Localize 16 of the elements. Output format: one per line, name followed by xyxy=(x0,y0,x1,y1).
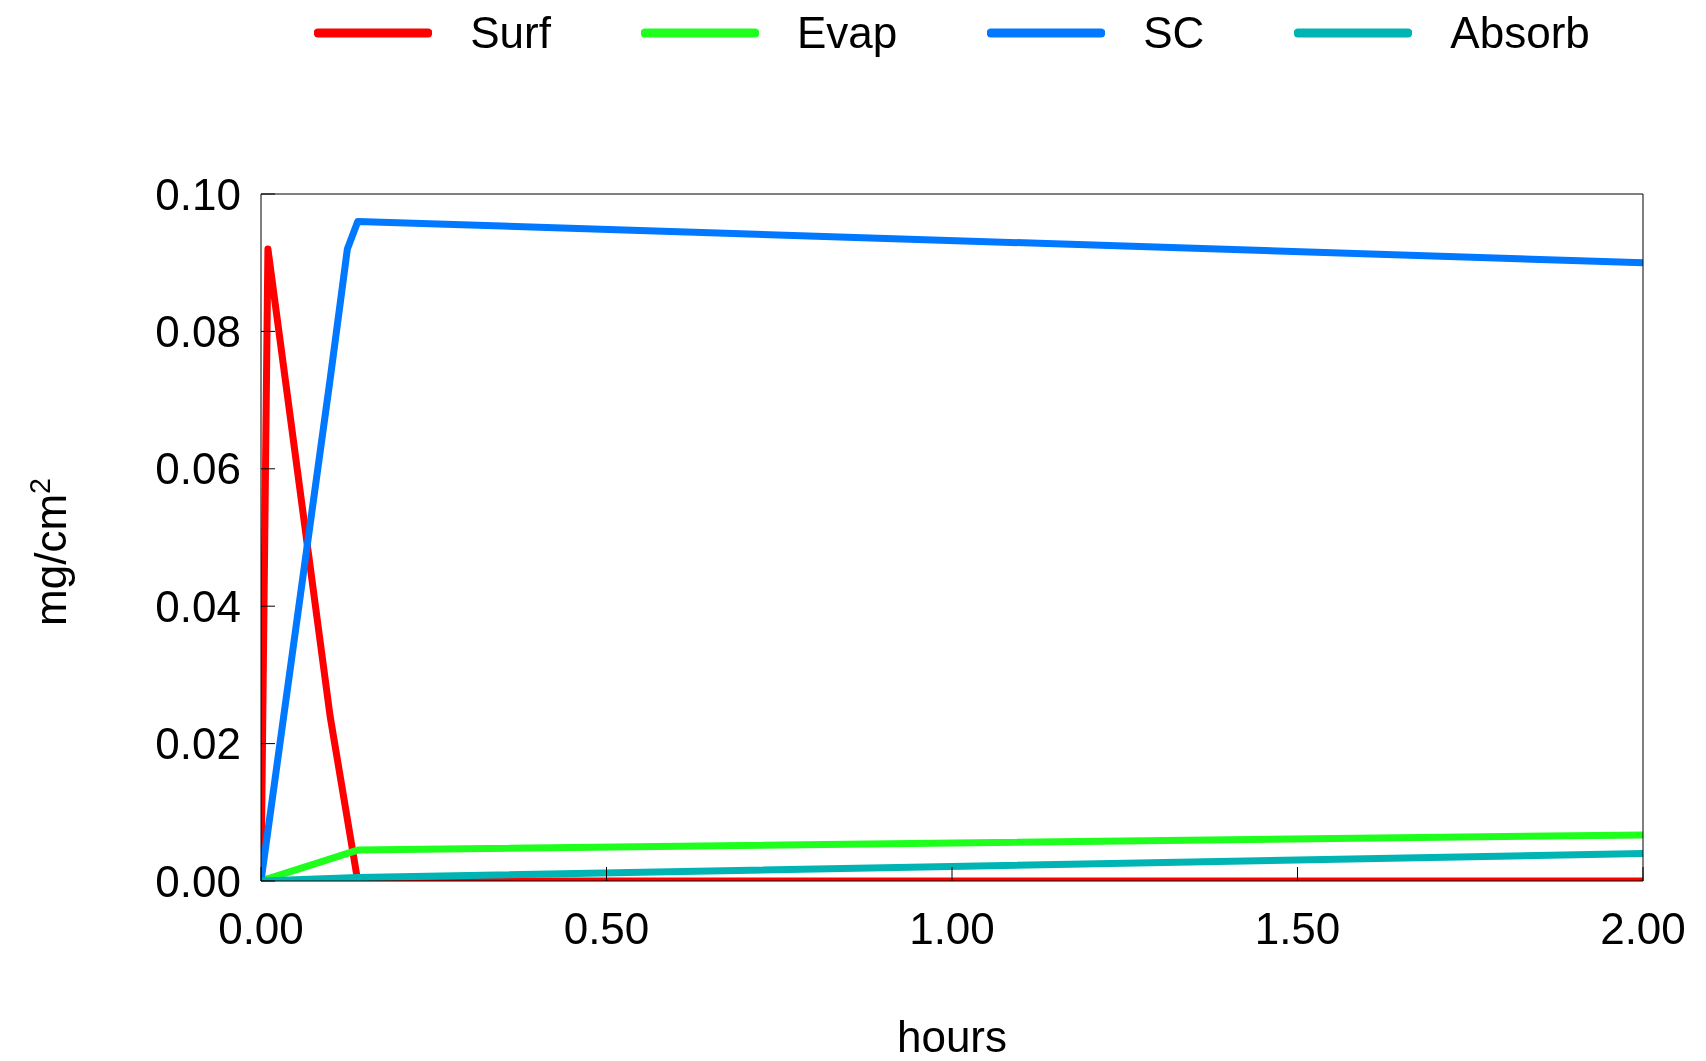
legend-label: SC xyxy=(1143,8,1205,58)
x-tick-label: 0.50 xyxy=(563,904,650,954)
x-tick-label: 0.00 xyxy=(218,904,304,954)
y-tick-label: 0.08 xyxy=(155,307,241,357)
x-axis-title: hours xyxy=(896,1012,1008,1061)
y-tick-label: 0.02 xyxy=(155,719,241,769)
x-tick-label: 1.50 xyxy=(1254,904,1341,954)
y-tick-label: 0.04 xyxy=(155,581,241,631)
legend-label: Surf xyxy=(470,8,551,58)
x-tick-label: 2.00 xyxy=(1600,904,1686,954)
legend-label: Evap xyxy=(796,8,898,58)
y-tick-label: 0.00 xyxy=(155,856,241,906)
y-tick-label: 0.06 xyxy=(155,444,241,494)
x-tick-label: 1.00 xyxy=(909,904,995,954)
y-tick-label: 0.10 xyxy=(155,169,241,219)
legend-label: Absorb xyxy=(1450,8,1590,58)
